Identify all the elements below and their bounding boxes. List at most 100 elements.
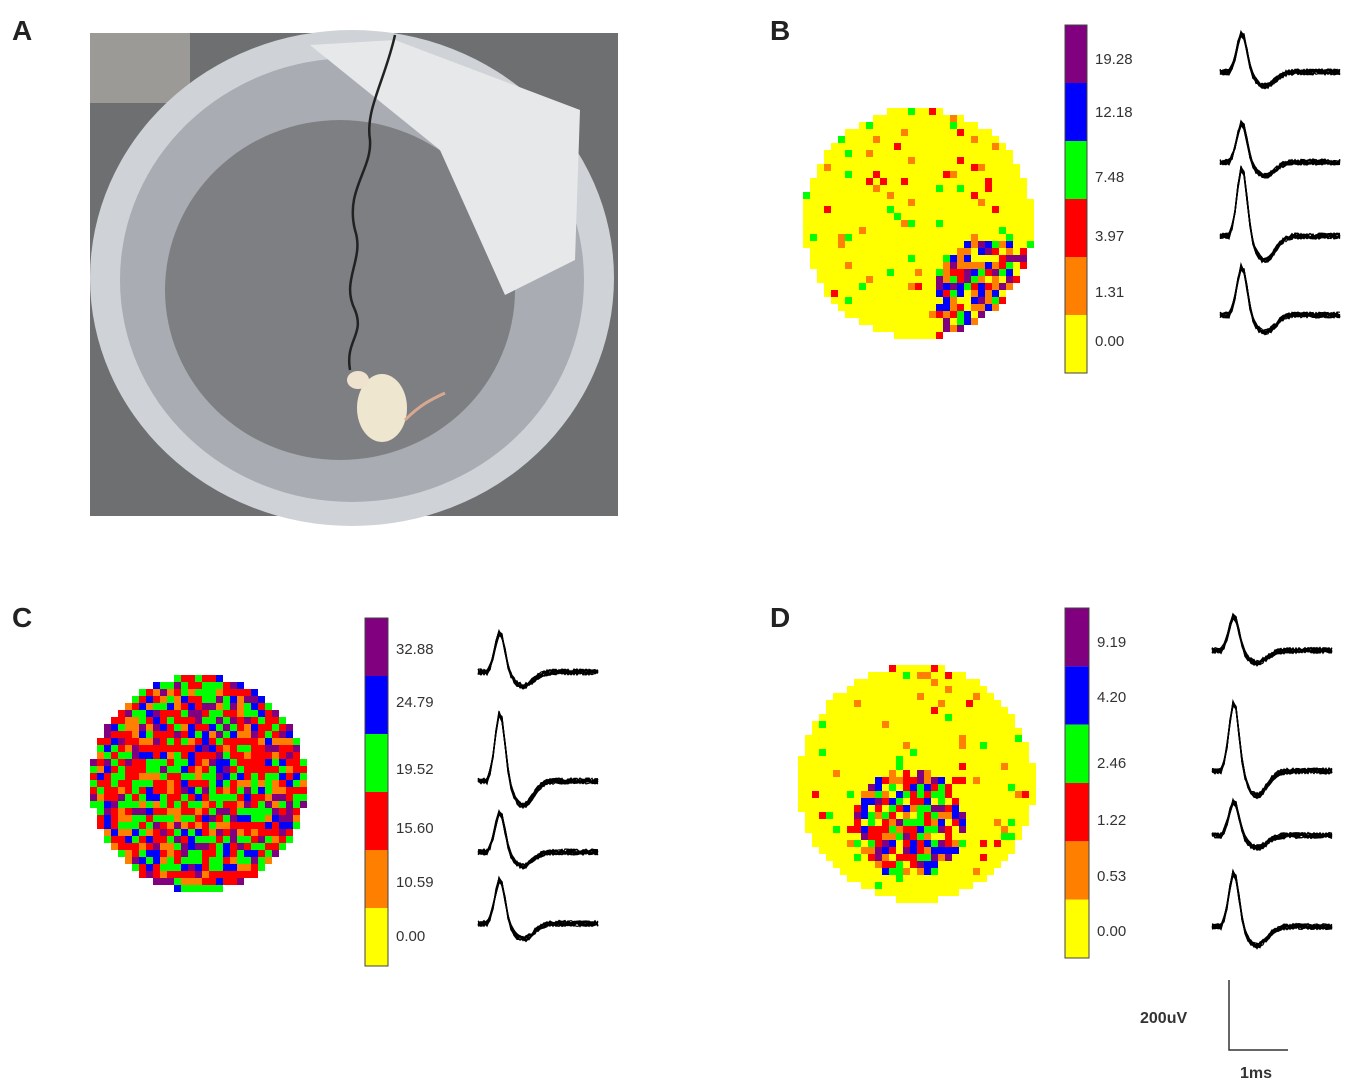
map-pixel: [992, 290, 999, 297]
map-pixel: [824, 290, 831, 297]
map-pixel: [838, 143, 845, 150]
map-pixel: [964, 248, 971, 255]
map-pixel: [938, 868, 945, 875]
map-pixel: [952, 854, 959, 861]
map-pixel: [167, 822, 174, 829]
map-pixel: [861, 735, 868, 742]
map-pixel: [833, 861, 840, 868]
map-pixel: [959, 763, 966, 770]
map-pixel: [859, 248, 866, 255]
map-pixel: [924, 728, 931, 735]
map-pixel: [819, 798, 826, 805]
map-pixel: [959, 679, 966, 686]
map-pixel: [894, 255, 901, 262]
map-pixel: [889, 833, 896, 840]
map-pixel: [915, 129, 922, 136]
map-pixel: [901, 136, 908, 143]
map-pixel: [873, 157, 880, 164]
map-pixel: [894, 192, 901, 199]
map-pixel: [237, 850, 244, 857]
map-pixel: [125, 759, 132, 766]
map-pixel: [903, 882, 910, 889]
map-pixel: [230, 815, 237, 822]
map-pixel: [97, 815, 104, 822]
map-pixel: [97, 745, 104, 752]
map-pixel: [936, 136, 943, 143]
map-pixel: [174, 801, 181, 808]
map-pixel: [244, 836, 251, 843]
map-pixel: [840, 707, 847, 714]
map-pixel: [90, 787, 97, 794]
map-pixel: [936, 213, 943, 220]
map-pixel: [889, 847, 896, 854]
map-pixel: [139, 801, 146, 808]
map-pixel: [868, 777, 875, 784]
map-pixel: [929, 276, 936, 283]
map-pixel: [265, 829, 272, 836]
map-pixel: [973, 777, 980, 784]
map-pixel: [980, 686, 987, 693]
map-pixel: [903, 749, 910, 756]
map-pixel: [258, 801, 265, 808]
map-pixel: [125, 857, 132, 864]
map-pixel: [216, 850, 223, 857]
map-pixel: [125, 780, 132, 787]
map-pixel: [859, 206, 866, 213]
map-pixel: [978, 269, 985, 276]
map-pixel: [915, 220, 922, 227]
map-pixel: [202, 780, 209, 787]
map-pixel: [880, 143, 887, 150]
rate-map: [798, 665, 1036, 903]
map-pixel: [917, 714, 924, 721]
map-pixel: [978, 171, 985, 178]
map-pixel: [901, 122, 908, 129]
map-pixel: [223, 710, 230, 717]
map-pixel: [279, 717, 286, 724]
map-pixel: [887, 262, 894, 269]
map-pixel: [195, 829, 202, 836]
map-pixel: [999, 213, 1006, 220]
map-pixel: [952, 707, 959, 714]
map-pixel: [819, 777, 826, 784]
map-pixel: [111, 843, 118, 850]
map-pixel: [880, 164, 887, 171]
map-pixel: [132, 724, 139, 731]
map-pixel: [924, 686, 931, 693]
map-pixel: [938, 812, 945, 819]
map-pixel: [845, 192, 852, 199]
map-pixel: [167, 829, 174, 836]
map-pixel: [873, 136, 880, 143]
map-pixel: [90, 801, 97, 808]
map-pixel: [903, 665, 910, 672]
map-pixel: [153, 857, 160, 864]
map-pixel: [917, 854, 924, 861]
map-pixel: [894, 332, 901, 339]
map-pixel: [146, 850, 153, 857]
map-pixel: [868, 784, 875, 791]
map-pixel: [917, 826, 924, 833]
map-pixel: [971, 199, 978, 206]
colorbar-label: 0.00: [1095, 333, 1124, 350]
map-pixel: [139, 808, 146, 815]
map-pixel: [957, 290, 964, 297]
map-pixel: [139, 724, 146, 731]
map-pixel: [1013, 227, 1020, 234]
map-pixel: [854, 756, 861, 763]
map-pixel: [223, 801, 230, 808]
map-pixel: [952, 847, 959, 854]
map-pixel: [931, 875, 938, 882]
map-pixel: [139, 850, 146, 857]
map-pixel: [1006, 199, 1013, 206]
map-pixel: [153, 780, 160, 787]
map-pixel: [817, 234, 824, 241]
map-pixel: [854, 763, 861, 770]
map-pixel: [945, 756, 952, 763]
waveform-trace: [1211, 869, 1333, 949]
map-pixel: [286, 794, 293, 801]
map-pixel: [950, 171, 957, 178]
map-pixel: [896, 749, 903, 756]
map-pixel: [810, 213, 817, 220]
map-pixel: [978, 192, 985, 199]
map-pixel: [992, 241, 999, 248]
map-pixel: [833, 721, 840, 728]
